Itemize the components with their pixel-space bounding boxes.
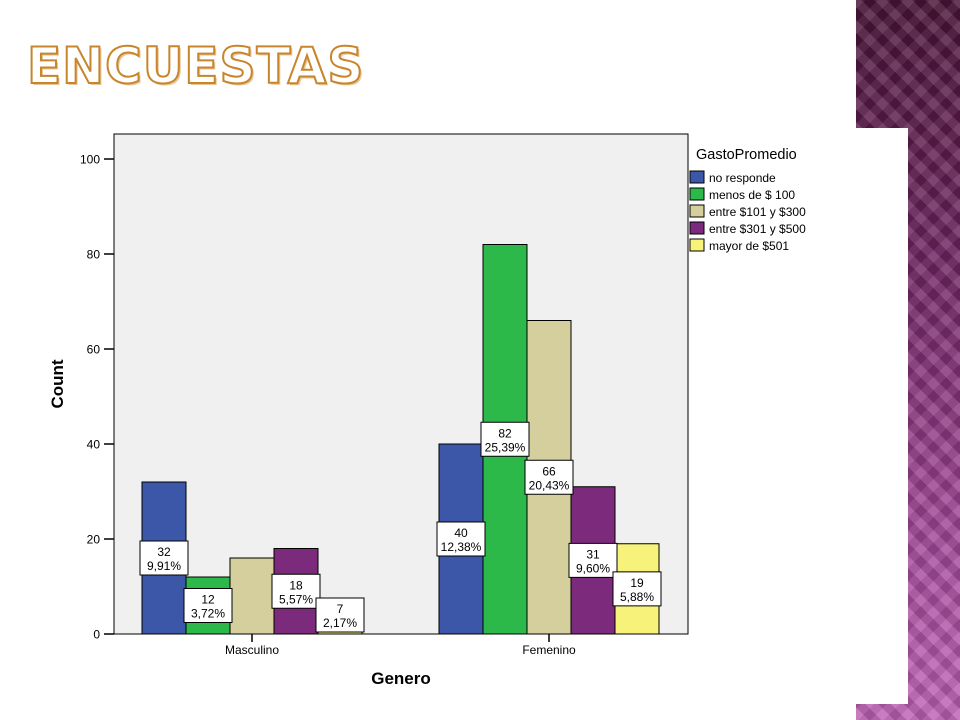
data-label-percent: 5,88% bbox=[620, 590, 654, 604]
legend-title: GastoPromedio bbox=[696, 147, 797, 163]
data-label-percent: 25,39% bbox=[485, 440, 526, 454]
x-axis-label: Genero bbox=[371, 669, 431, 688]
data-label-percent: 9,60% bbox=[576, 561, 610, 575]
legend-label: entre $301 y $500 bbox=[709, 222, 806, 236]
x-tick-label: Masculino bbox=[225, 643, 279, 657]
decorative-white-panel bbox=[856, 128, 908, 704]
data-label-percent: 5,57% bbox=[279, 592, 313, 606]
y-axis: 0 20 40 60 80 100 bbox=[80, 134, 115, 642]
legend-item: no responde bbox=[689, 170, 776, 185]
y-tick-label: 20 bbox=[87, 533, 101, 547]
data-label: 123,72% bbox=[183, 588, 233, 623]
data-label-box bbox=[480, 421, 530, 457]
data-label-box bbox=[315, 597, 365, 633]
data-label-box bbox=[524, 459, 574, 495]
data-label-count: 18 bbox=[289, 578, 303, 592]
data-label: 185,57% bbox=[271, 573, 321, 609]
data-label-box bbox=[612, 571, 662, 607]
legend-swatch bbox=[689, 170, 705, 184]
x-axis: Masculino Femenino bbox=[114, 633, 688, 657]
x-tick-label: Femenino bbox=[522, 643, 576, 657]
data-label-box bbox=[568, 542, 618, 578]
data-label-percent: 9,91% bbox=[147, 559, 181, 573]
data-label-count: 7 bbox=[337, 602, 344, 616]
legend-swatch bbox=[689, 204, 705, 218]
data-label-box bbox=[183, 588, 233, 623]
y-tick-label: 40 bbox=[87, 438, 101, 452]
bar bbox=[229, 557, 275, 635]
value-labels-group: 329,91%123,72%185,57%72,17%4012,38%8225,… bbox=[139, 421, 662, 633]
data-label-box bbox=[139, 540, 189, 576]
legend-swatch bbox=[689, 238, 705, 252]
data-label-count: 19 bbox=[630, 576, 644, 590]
legend-label: mayor de $501 bbox=[709, 239, 789, 253]
data-label-count: 66 bbox=[542, 464, 556, 478]
data-label: 319,60% bbox=[568, 542, 618, 578]
data-label-box bbox=[271, 573, 321, 609]
data-label-count: 40 bbox=[454, 526, 468, 540]
data-label-percent: 2,17% bbox=[323, 616, 357, 630]
legend-swatch bbox=[689, 221, 705, 235]
legend-item: menos de $ 100 bbox=[689, 187, 795, 202]
data-label-count: 12 bbox=[201, 593, 215, 607]
data-label-count: 31 bbox=[586, 547, 600, 561]
y-tick-label: 80 bbox=[87, 248, 101, 262]
data-label-count: 32 bbox=[157, 545, 171, 559]
legend-swatch bbox=[689, 187, 705, 201]
legend-item: mayor de $501 bbox=[689, 238, 789, 253]
legend-label: menos de $ 100 bbox=[709, 188, 795, 202]
slide-title: ENCUESTAS bbox=[26, 36, 365, 96]
y-axis-label: Count bbox=[48, 359, 67, 408]
legend-item: entre $101 y $300 bbox=[689, 204, 806, 219]
data-label: 329,91% bbox=[139, 540, 189, 576]
data-label: 72,17% bbox=[315, 597, 365, 633]
legend: GastoPromedio no responde menos de $ 100 e… bbox=[689, 147, 806, 253]
legend-label: entre $101 y $300 bbox=[709, 205, 806, 219]
data-label-count: 82 bbox=[498, 426, 512, 440]
legend-label: no responde bbox=[709, 171, 776, 185]
data-label-box bbox=[436, 521, 486, 557]
legend-item: entre $301 y $500 bbox=[689, 221, 806, 236]
data-label-percent: 3,72% bbox=[191, 607, 225, 621]
data-label-percent: 20,43% bbox=[529, 478, 570, 492]
data-label: 195,88% bbox=[612, 571, 662, 607]
y-tick-label: 0 bbox=[93, 628, 100, 642]
data-label-percent: 12,38% bbox=[441, 540, 482, 554]
y-tick-label: 60 bbox=[87, 343, 101, 357]
y-tick-label: 100 bbox=[80, 153, 100, 167]
